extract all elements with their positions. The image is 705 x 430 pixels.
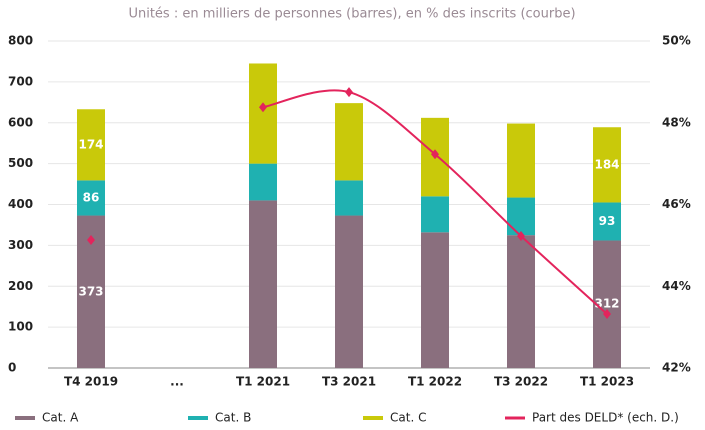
data-label: 312 (594, 297, 619, 311)
line-marker (517, 230, 525, 241)
line-marker (603, 309, 611, 320)
y-tick-label: 300 (8, 238, 33, 252)
y-tick-label: 700 (8, 74, 33, 88)
bar-segment (507, 235, 535, 368)
x-tick-label: T1 2023 (580, 375, 634, 389)
bar-segment (249, 63, 277, 164)
bar-segment (593, 240, 621, 368)
bar-segment (593, 127, 621, 203)
data-label: 184 (594, 157, 619, 171)
bar-segment (507, 197, 535, 236)
x-tick-label: T3 2022 (494, 375, 548, 389)
legend-label: Cat. A (42, 411, 79, 425)
y-tick-label: 800 (8, 34, 33, 48)
bar-segment (249, 200, 277, 368)
bar-segment (249, 163, 277, 201)
y-tick-label: 600 (8, 115, 33, 129)
line-marker (345, 87, 353, 98)
x-tick-label: T1 2021 (236, 375, 290, 389)
y-tick-label: 0 (8, 361, 16, 375)
legend-label: Cat. C (390, 411, 426, 425)
y2-tick-label: 42% (662, 361, 691, 375)
data-label: 373 (78, 284, 103, 298)
line-marker (259, 102, 267, 113)
legend-label: Cat. B (215, 411, 251, 425)
y-tick-label: 200 (8, 279, 33, 293)
bar-segment (335, 180, 363, 216)
legend-label: Part des DELD* (ech. D.) (532, 411, 679, 425)
data-label: 93 (599, 214, 616, 228)
bar-segment (335, 103, 363, 181)
legend-swatch (15, 416, 35, 420)
bar-segment (335, 215, 363, 368)
y-tick-label: 400 (8, 197, 33, 211)
chart-title: Unités : en milliers de personnes (barre… (128, 7, 575, 22)
y2-tick-label: 44% (662, 279, 691, 293)
x-tick-label: ... (170, 375, 184, 389)
x-tick-label: T4 2019 (64, 375, 118, 389)
line-marker (431, 149, 439, 160)
bar-segment (421, 232, 449, 368)
y2-tick-label: 50% (662, 34, 691, 48)
y-tick-label: 500 (8, 156, 33, 170)
y-tick-label: 100 (8, 320, 33, 334)
data-label: 86 (83, 190, 100, 204)
bar-segment (77, 109, 105, 181)
x-tick-label: T1 2022 (408, 375, 462, 389)
data-label: 174 (78, 137, 103, 151)
bar-segment (77, 180, 105, 216)
bar-segment (593, 202, 621, 241)
bar-segment (507, 123, 535, 198)
x-tick-label: T3 2021 (322, 375, 376, 389)
legend-swatch (188, 416, 208, 420)
bar-segment (421, 196, 449, 233)
line-marker (87, 235, 95, 246)
y2-tick-label: 48% (662, 115, 691, 129)
y2-tick-label: 46% (662, 197, 691, 211)
legend-swatch (363, 416, 383, 420)
